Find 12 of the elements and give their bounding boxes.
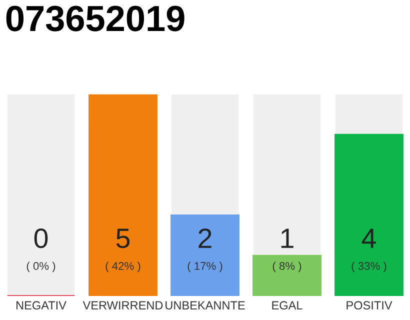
data-label: 2 ( 17% ) (188, 228, 222, 272)
x-tick-label: EGAL (272, 301, 302, 310)
data-label: 4 ( 33% ) (352, 228, 386, 272)
x-tick-label: UNBEKANNTE (166, 301, 245, 310)
chart-title: 073652019 (6, 6, 184, 32)
x-tick-label: NEGATIV (16, 301, 66, 310)
bar (252, 254, 322, 296)
x-tick-label: POSITIV (346, 301, 392, 310)
x-tick-label: VERWIRREND (82, 301, 163, 310)
data-label: 5 ( 42% ) (106, 228, 140, 272)
data-label: 0 ( 0% ) (26, 228, 56, 272)
data-label: 1 ( 8% ) (272, 228, 302, 272)
